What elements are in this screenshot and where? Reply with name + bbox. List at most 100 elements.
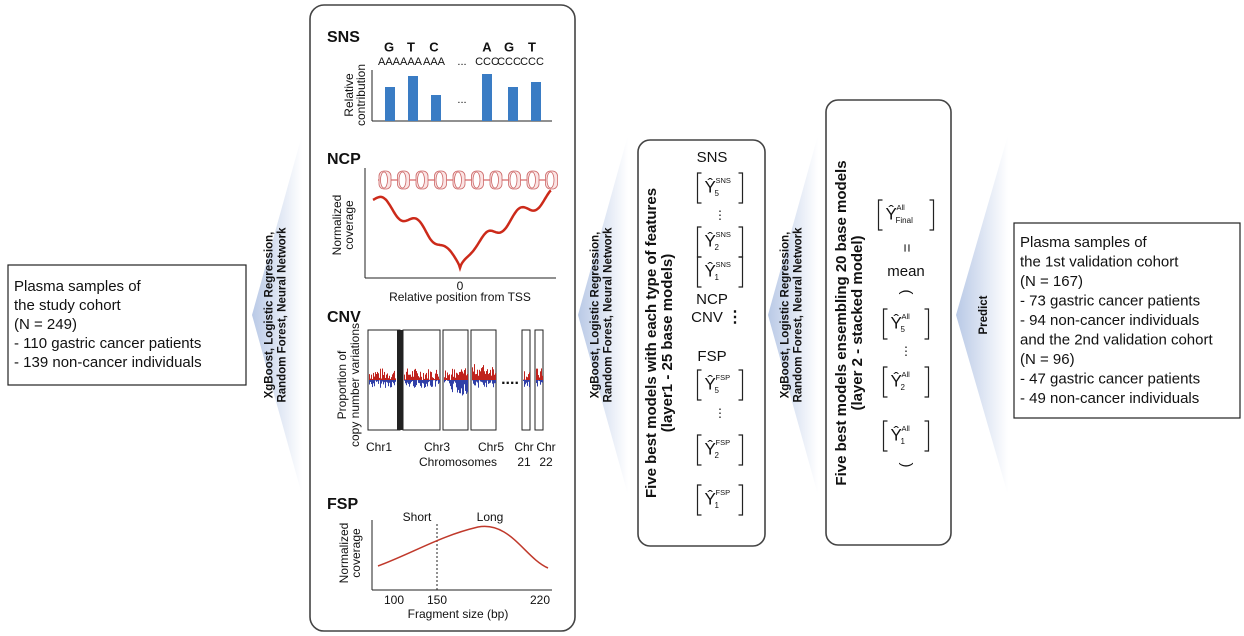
cnv-loss (416, 380, 417, 386)
region-label: Short (403, 510, 432, 524)
method-label: Predict (978, 295, 990, 334)
cnv-loss (542, 380, 543, 383)
cohort-line: - 110 gastric cancer patients (14, 335, 201, 352)
cnv-gain (410, 374, 411, 380)
y-label: coverage (342, 200, 356, 250)
cnv-gain (374, 376, 375, 380)
bracket (738, 172, 744, 204)
cnv-gain (487, 369, 488, 380)
layer-label: ( (898, 290, 915, 295)
x-tick-label: 220 (530, 593, 550, 607)
cnv-gain (491, 375, 492, 380)
cnv-loss (447, 380, 448, 381)
cnv-gain (395, 378, 396, 380)
cnv-gain (462, 371, 463, 380)
cnv-loss (489, 380, 490, 384)
feature-title: NCP (327, 151, 361, 168)
cnv-loss (436, 380, 437, 382)
cnv-loss (390, 380, 391, 388)
cnv-loss (369, 380, 370, 385)
cnv-gain (434, 379, 435, 380)
cnv-gain (489, 372, 490, 380)
cnv-gain (430, 371, 431, 380)
cnv-loss (413, 380, 414, 387)
bracket (924, 420, 930, 452)
cnv-gain (465, 368, 466, 380)
cnv-loss (389, 380, 390, 383)
cnv-gain (394, 370, 395, 380)
cnv-loss (395, 380, 396, 382)
cnv-gain (490, 369, 491, 380)
context: CCC (475, 56, 499, 68)
cnv-gain (405, 379, 406, 380)
cnv-gain (460, 371, 461, 380)
cnv-loss (457, 380, 458, 393)
cnv-gain (475, 374, 476, 380)
sns-axes (371, 70, 552, 122)
cnv-gain (536, 368, 537, 380)
cnv-gain (438, 376, 439, 380)
bracket (929, 199, 935, 231)
cnv-gain (404, 374, 405, 380)
nucleosomes (378, 170, 558, 190)
cnv-loss (430, 380, 431, 386)
y-label: coverage (349, 528, 363, 578)
cnv-loss (429, 380, 430, 382)
layer-label: ⋮ (714, 208, 726, 222)
cnv-gain (482, 367, 483, 380)
base: C (429, 39, 439, 54)
layer-label: CNV (691, 309, 723, 326)
chromosome-label: Chr5 (478, 440, 504, 454)
cohort-line: and the 2nd validation cohort (1020, 331, 1213, 348)
cnv-loss (528, 380, 529, 382)
layer1-box (637, 139, 766, 547)
y-label: Normalized (337, 523, 351, 584)
base: G (384, 39, 394, 54)
model-sub: 2 (715, 243, 720, 252)
cnv-gain (467, 373, 468, 380)
bracket (738, 484, 744, 516)
layer-label: SNS (697, 149, 728, 166)
model: Ŷ SNS 1 (696, 256, 744, 288)
cnv-gain (415, 368, 416, 380)
feature-title: CNV (327, 309, 361, 326)
bracket (696, 369, 702, 401)
cnv-loss (384, 380, 385, 383)
model: Ŷ All 1 (882, 420, 930, 452)
model-sub: 2 (901, 383, 906, 392)
cnv-loss (380, 380, 381, 388)
cnv-loss (426, 380, 427, 384)
cnv-loss (428, 380, 429, 383)
context: AAA (423, 56, 446, 68)
cnv-loss (459, 380, 460, 394)
context: CCC (520, 56, 544, 68)
base: A (482, 39, 492, 54)
bracket (696, 434, 702, 466)
cnv-loss (408, 380, 409, 384)
cnv-loss (467, 380, 468, 393)
cnv-gain (529, 372, 530, 380)
cnv-loss (536, 380, 537, 384)
cnv-gain (407, 368, 408, 380)
cnv-loss (386, 380, 387, 382)
cnv-loss (482, 380, 483, 383)
nucleosome-face (380, 171, 388, 189)
ellipsis: .... (501, 371, 519, 388)
cnv-loss (529, 380, 530, 388)
cohort-line: (N = 96) (1020, 351, 1075, 368)
cnv-gain (427, 378, 428, 380)
cnv-loss (381, 380, 382, 384)
layer-title: (layer 2 - stacked model) (849, 235, 866, 410)
sns-bars (385, 74, 541, 121)
cnv-loss (463, 380, 464, 395)
x-label: Chromosomes (419, 455, 497, 469)
region-label: Long (477, 510, 504, 524)
cnv-gain (453, 376, 454, 380)
cohort-line: Plasma samples of (1020, 234, 1148, 251)
bracket (924, 308, 930, 340)
cnv-gain (484, 371, 485, 380)
cnv-gain (391, 377, 392, 380)
cohort-line: - 49 non-cancer individuals (1020, 390, 1199, 407)
cnv-gain (392, 374, 393, 380)
layer-label: ) (898, 463, 915, 468)
